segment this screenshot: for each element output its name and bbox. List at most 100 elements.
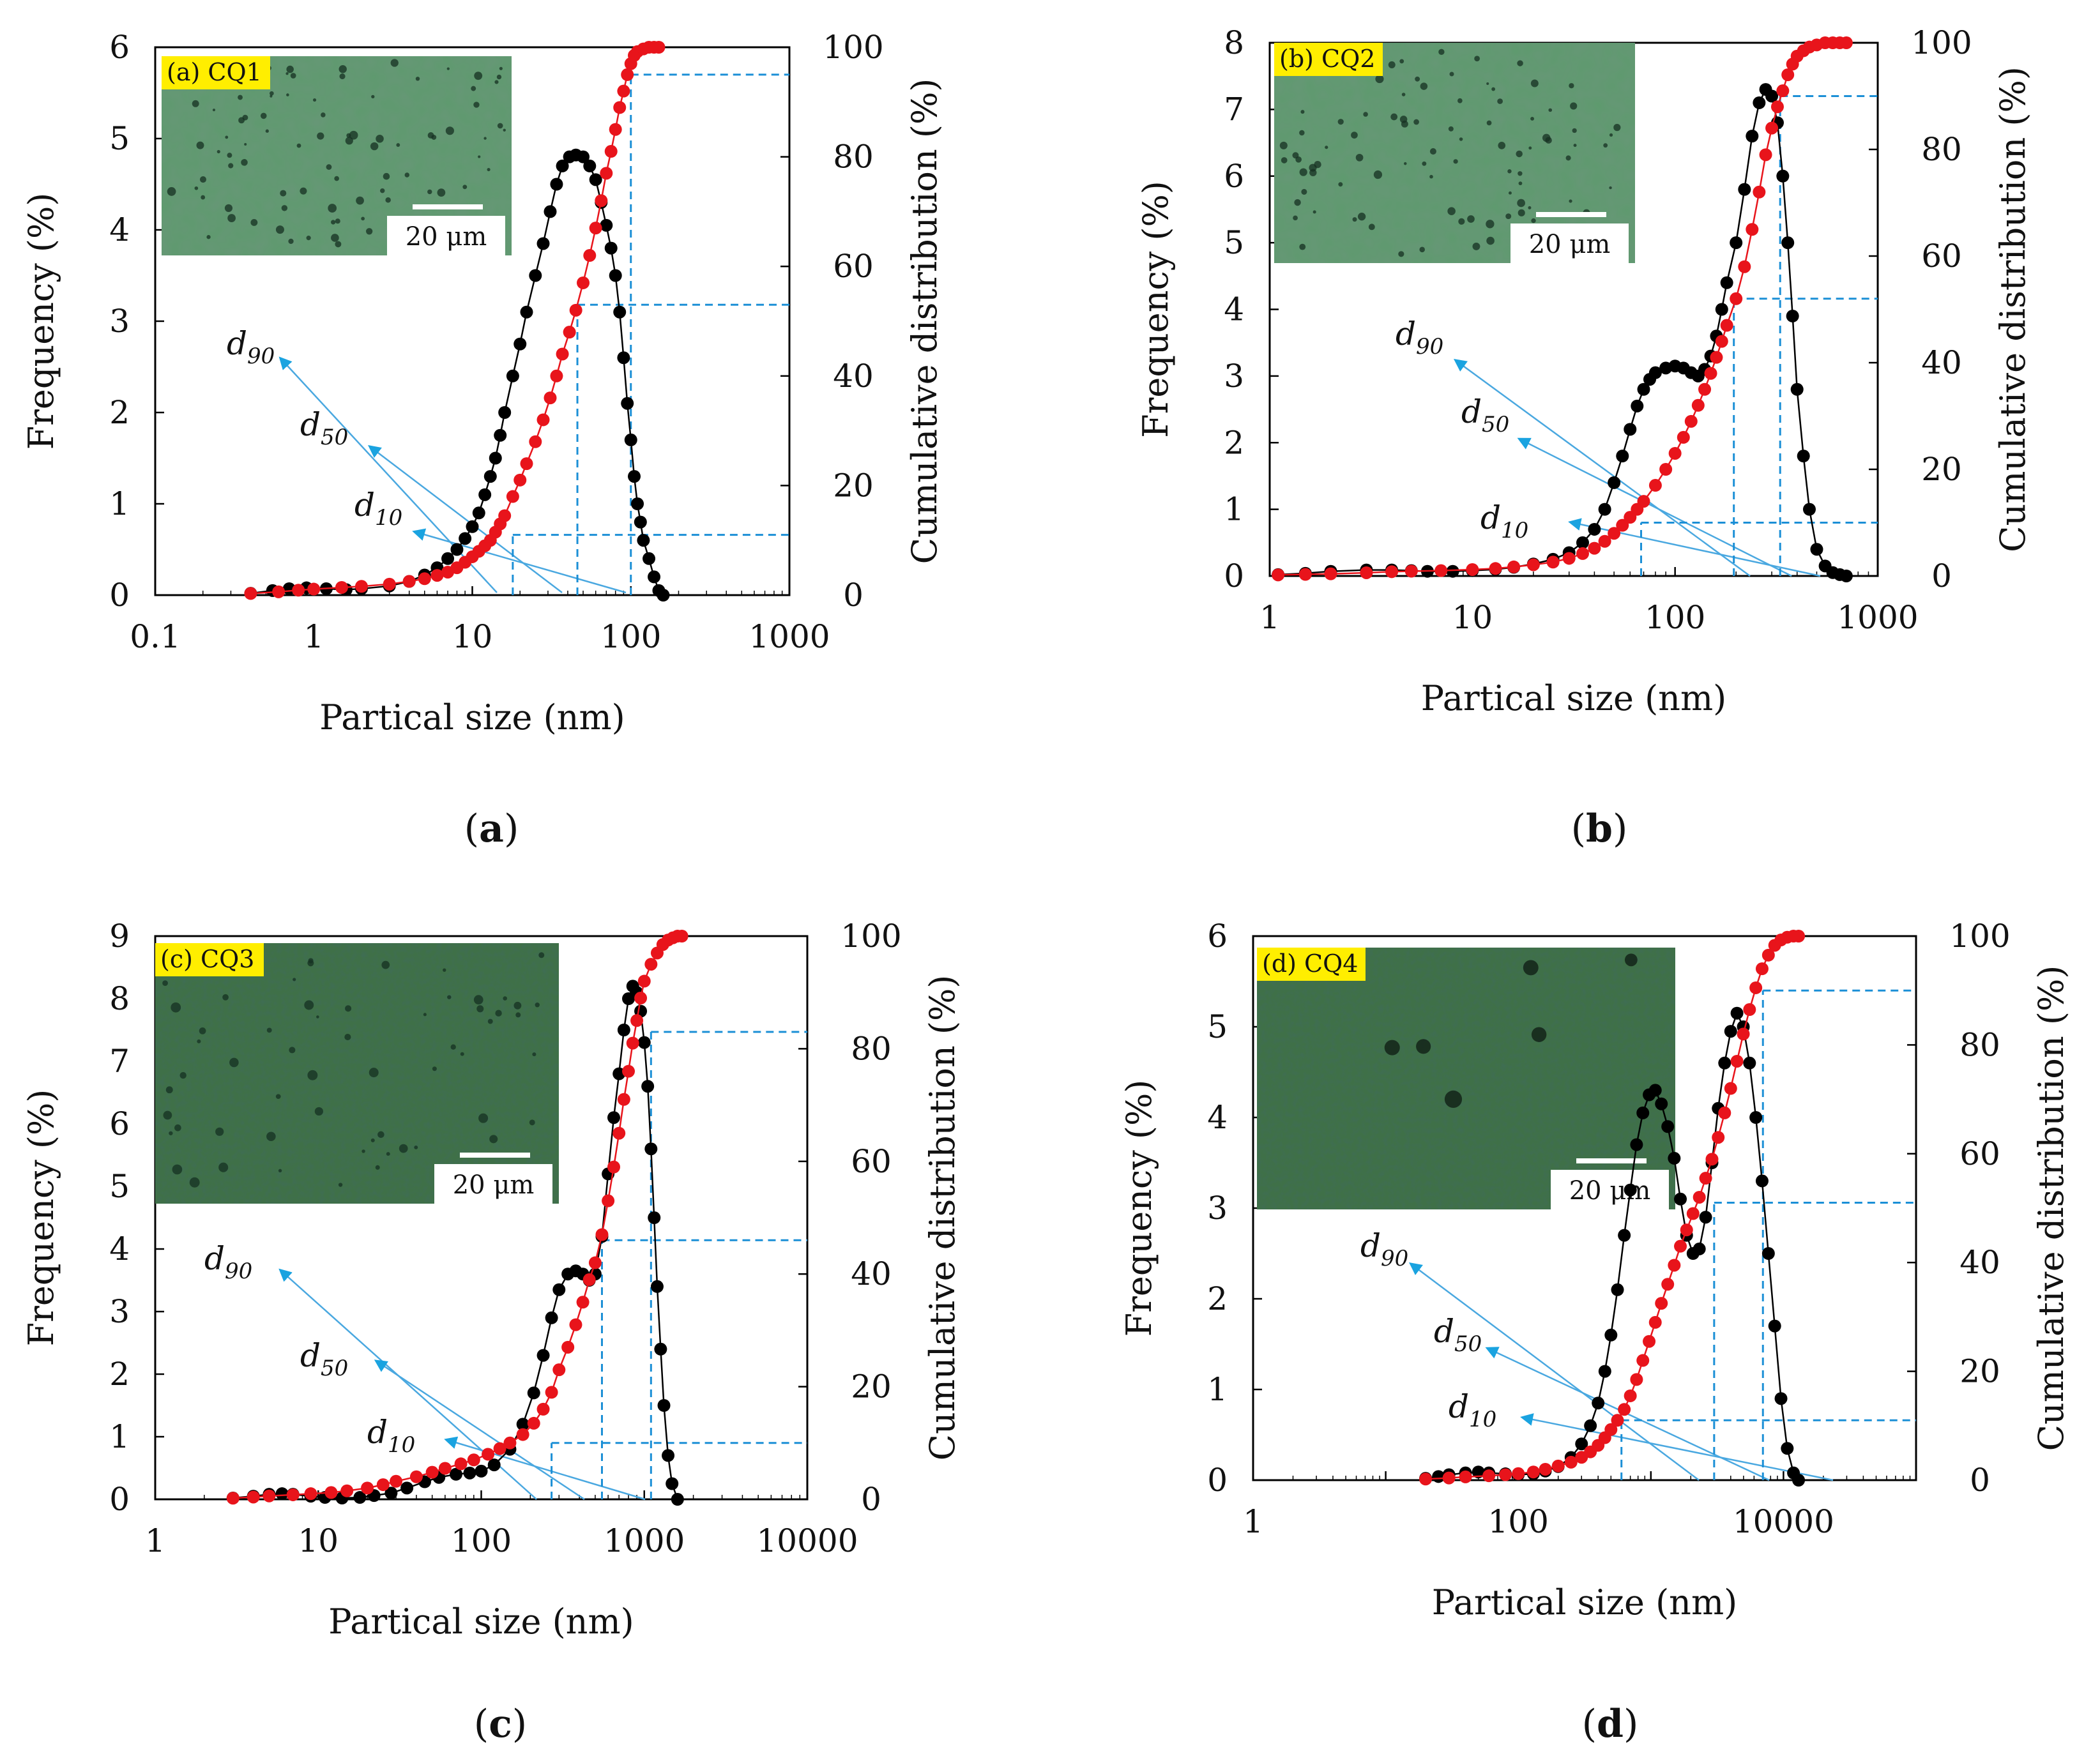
data-point-cumulative <box>1404 564 1418 578</box>
y-right-tick-label: 40 <box>851 1255 892 1292</box>
percentile-marker-label: d10 <box>367 1414 415 1458</box>
data-point-frequency <box>617 1024 630 1036</box>
x-tick-label: 100 <box>1645 599 1705 636</box>
micrograph-pore <box>1438 49 1445 56</box>
y-right-axis-title: Cumulative distribution (%) <box>922 975 963 1461</box>
data-point-cumulative <box>1526 1465 1540 1479</box>
data-point-cumulative <box>1668 1259 1681 1272</box>
micrograph-pore <box>1299 168 1307 176</box>
micrograph-pore <box>197 1039 201 1043</box>
y-left-tick-label: 1 <box>109 1418 130 1455</box>
data-point-frequency <box>1724 1025 1737 1038</box>
data-point-frequency <box>1797 450 1810 463</box>
y-right-tick-label: 0 <box>861 1481 881 1518</box>
data-point-frequency <box>529 269 542 282</box>
data-point-frequency <box>607 1111 620 1124</box>
percentile-marker-subscript: 90 <box>1416 334 1443 360</box>
y-left-tick-label: 4 <box>1224 291 1244 328</box>
micrograph-pore <box>250 218 258 226</box>
micrograph-pore <box>1312 210 1316 214</box>
micrograph-pore <box>169 1131 173 1135</box>
micrograph-pore <box>269 91 274 96</box>
micrograph-pore <box>227 153 232 158</box>
data-point-cumulative <box>304 1487 317 1501</box>
data-point-cumulative <box>576 1296 590 1309</box>
data-point-frequency <box>1790 382 1804 396</box>
micrograph-pore <box>1572 128 1577 133</box>
data-point-cumulative <box>390 1474 403 1488</box>
micrograph-pore <box>1314 160 1321 169</box>
data-point-cumulative <box>644 958 658 971</box>
y-right-tick-label: 40 <box>1921 344 1962 381</box>
data-point-cumulative <box>1636 1354 1650 1367</box>
micrograph-pore <box>317 132 324 140</box>
micrograph-pore <box>286 65 294 73</box>
percentile-guide-arrow <box>1485 1347 1770 1481</box>
micrograph-pore <box>1497 98 1503 104</box>
micrograph-pore <box>304 1000 314 1010</box>
micrograph-pore <box>1486 82 1489 85</box>
percentile-marker-label: d90 <box>204 1240 252 1284</box>
y-right-tick-label: 60 <box>851 1143 892 1180</box>
data-point-frequency <box>1749 1111 1763 1124</box>
data-point-cumulative <box>418 572 431 586</box>
y-left-tick-label: 4 <box>109 1230 130 1268</box>
data-point-cumulative <box>1385 565 1399 579</box>
micrograph-pore <box>1609 133 1613 137</box>
y-left-tick-label: 6 <box>109 1105 130 1142</box>
micrograph-pore <box>1569 199 1572 203</box>
data-point-frequency <box>536 237 550 250</box>
y-left-tick-label: 3 <box>109 303 130 340</box>
data-point-cumulative <box>1677 430 1690 444</box>
data-point-cumulative <box>1704 367 1717 380</box>
data-point-frequency <box>617 351 630 365</box>
micrograph-pore <box>281 205 288 211</box>
micrograph-pore <box>1404 162 1407 165</box>
percentile-marker-label: d50 <box>1461 393 1509 437</box>
micrograph-inset: (d) CQ4 20 μm <box>1257 948 1675 1209</box>
data-point-frequency <box>384 1487 398 1500</box>
micrograph-pore <box>162 980 168 986</box>
panel-caption-letter: b <box>1586 806 1613 851</box>
data-point-frequency <box>637 534 650 547</box>
scale-bar-box <box>387 216 505 255</box>
data-point-frequency <box>609 269 622 282</box>
micrograph-pore <box>1415 76 1420 82</box>
y-right-tick-label: 60 <box>1959 1135 2000 1172</box>
x-tick-label: 100 <box>600 618 661 655</box>
micrograph-pore <box>1338 182 1343 187</box>
inset-label-box <box>1257 948 1366 981</box>
micrograph-pore <box>377 1131 384 1139</box>
data-point-cumulative <box>1482 1469 1496 1483</box>
data-point-frequency <box>472 506 485 520</box>
y-right-tick-label: 100 <box>1911 24 1972 61</box>
data-point-frequency <box>536 1349 550 1362</box>
micrograph-pore <box>383 172 390 180</box>
data-point-cumulative <box>1526 558 1540 571</box>
micrograph-pore <box>1375 75 1384 84</box>
data-point-cumulative <box>1718 1106 1731 1119</box>
micrograph-pore <box>1368 223 1375 231</box>
data-point-cumulative <box>1749 981 1763 994</box>
micrograph-pore <box>1449 72 1454 77</box>
micrograph-pore <box>307 1070 318 1080</box>
scale-bar-label: 20 μm <box>1569 1176 1651 1206</box>
data-point-frequency <box>1576 536 1589 549</box>
micrograph-pore <box>1352 217 1357 222</box>
micrograph-pore <box>285 72 289 75</box>
data-point-frequency <box>449 1467 462 1481</box>
micrograph-pore <box>1281 157 1288 163</box>
micrograph-pore <box>227 214 236 222</box>
y-right-tick-label: 100 <box>1949 918 2010 955</box>
percentile-marker-subscript: 90 <box>247 344 275 369</box>
data-point-frequency <box>1743 1056 1756 1070</box>
data-point-frequency <box>662 1449 675 1462</box>
data-point-frequency <box>1611 1283 1624 1296</box>
data-point-cumulative <box>609 123 622 136</box>
data-point-cumulative <box>1434 564 1448 577</box>
data-point-cumulative <box>563 326 576 339</box>
micrograph-pore <box>529 1119 535 1126</box>
data-point-frequency <box>1608 476 1621 489</box>
data-point-cumulative <box>467 1453 480 1467</box>
